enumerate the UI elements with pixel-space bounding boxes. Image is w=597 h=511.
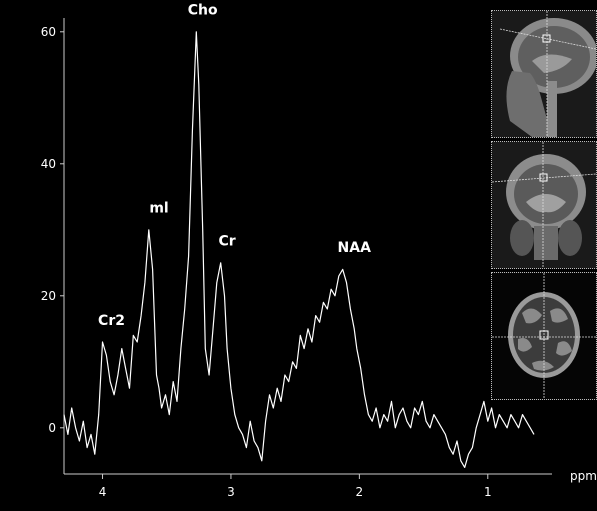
x-axis-label: ppm (570, 469, 597, 483)
x-tick-label: 1 (484, 485, 492, 499)
y-tick-label: 60 (41, 25, 56, 39)
peak-labels: Cr2 ml Cho Cr NAA (98, 3, 371, 329)
peak-label-cr: Cr (219, 234, 236, 250)
spectrum-trace (63, 31, 535, 468)
y-tick-label: 20 (41, 289, 56, 303)
peak-label-naa: NAA (338, 240, 372, 256)
axial-mri-image (491, 272, 597, 400)
peak-label-cr2: Cr2 (98, 313, 125, 329)
x-tick-label: 4 (99, 485, 107, 499)
x-tick-label: 3 (227, 485, 235, 499)
y-tick-label: 40 (41, 157, 56, 171)
y-tick-label: 0 (48, 421, 56, 435)
peak-label-ml: ml (149, 201, 168, 217)
x-tick-label: 2 (356, 485, 364, 499)
peak-label-cho: Cho (188, 3, 218, 19)
coronal-mri-image (491, 141, 597, 269)
y-ticks: 0 20 40 60 (41, 25, 64, 435)
x-ticks: 4 3 2 1 (99, 474, 492, 499)
sagittal-mri-image (491, 10, 597, 138)
